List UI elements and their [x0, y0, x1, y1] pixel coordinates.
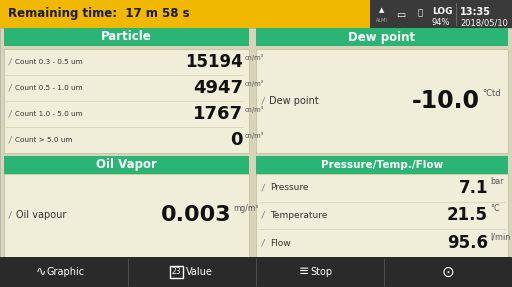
- Text: ▲: ▲: [379, 7, 385, 13]
- Text: 21.5: 21.5: [447, 206, 488, 224]
- Text: °C: °C: [490, 204, 500, 214]
- Text: cn/m³: cn/m³: [245, 106, 264, 113]
- Text: 4947: 4947: [193, 79, 243, 97]
- Text: /: /: [9, 135, 12, 144]
- Text: bar: bar: [490, 177, 503, 186]
- Text: Remaining time:  17 m 58 s: Remaining time: 17 m 58 s: [8, 7, 189, 20]
- Text: ⊙: ⊙: [442, 265, 454, 280]
- Text: Dew point: Dew point: [349, 30, 416, 44]
- Text: /: /: [262, 96, 265, 105]
- Text: cn/m³: cn/m³: [245, 132, 264, 139]
- Text: Pressure/Temp./Flow: Pressure/Temp./Flow: [321, 160, 443, 170]
- Text: Stop: Stop: [310, 267, 332, 277]
- Bar: [0, 28, 512, 257]
- Text: Oil vapour: Oil vapour: [16, 210, 67, 220]
- Text: ≡: ≡: [298, 265, 309, 278]
- Text: 23: 23: [172, 267, 181, 276]
- Bar: [4, 174, 249, 257]
- Text: Value: Value: [186, 267, 213, 277]
- Text: 1767: 1767: [193, 105, 243, 123]
- Text: 13:35: 13:35: [460, 7, 491, 17]
- Bar: [4, 49, 249, 153]
- Text: Oil Vapor: Oil Vapor: [96, 158, 157, 171]
- Text: ▭: ▭: [396, 10, 406, 20]
- Bar: [370, 0, 512, 28]
- Text: /: /: [9, 84, 12, 92]
- Bar: [170, 266, 183, 278]
- Text: Count > 5.0 um: Count > 5.0 um: [15, 137, 72, 143]
- Bar: [4, 28, 249, 46]
- Text: 2018/05/10: 2018/05/10: [460, 18, 508, 27]
- Text: /: /: [9, 109, 12, 118]
- Text: Particle: Particle: [101, 30, 152, 44]
- Text: /: /: [9, 211, 12, 220]
- Text: cn/m³: cn/m³: [245, 80, 264, 87]
- Text: LOG: LOG: [432, 7, 453, 16]
- Bar: [4, 156, 249, 174]
- Text: ALMI: ALMI: [376, 18, 388, 23]
- Text: /: /: [262, 238, 265, 248]
- Text: Pressure: Pressure: [270, 183, 309, 192]
- Bar: [256, 156, 508, 174]
- Text: Flow: Flow: [270, 238, 291, 248]
- Text: 95.6: 95.6: [447, 234, 488, 252]
- Text: 15194: 15194: [185, 53, 243, 71]
- Text: Count 0.3 - 0.5 um: Count 0.3 - 0.5 um: [15, 59, 82, 65]
- Bar: [256, 28, 508, 46]
- Text: 0: 0: [230, 131, 243, 149]
- Text: /: /: [262, 211, 265, 220]
- Text: -10.0: -10.0: [412, 89, 480, 113]
- Bar: [256, 174, 508, 257]
- Text: /: /: [9, 57, 12, 67]
- Bar: [0, 257, 512, 287]
- Text: Count 0.5 - 1.0 um: Count 0.5 - 1.0 um: [15, 85, 82, 91]
- Text: 📋: 📋: [417, 8, 422, 17]
- Bar: [256, 49, 508, 153]
- Text: l/min: l/min: [490, 232, 510, 241]
- Text: Dew point: Dew point: [269, 96, 319, 106]
- Bar: [0, 0, 512, 28]
- Text: cn/m³: cn/m³: [245, 54, 264, 61]
- Text: 7.1: 7.1: [459, 179, 488, 197]
- Text: Count 1.0 - 5.0 um: Count 1.0 - 5.0 um: [15, 111, 82, 117]
- Text: 94%: 94%: [432, 18, 451, 27]
- Text: mg/m³: mg/m³: [233, 204, 259, 214]
- Text: ∿: ∿: [35, 265, 46, 278]
- Text: Graphic: Graphic: [47, 267, 84, 277]
- Text: /: /: [262, 183, 265, 192]
- Text: 0.003: 0.003: [160, 205, 231, 225]
- Text: Temperature: Temperature: [270, 211, 327, 220]
- Text: °Ctd: °Ctd: [482, 89, 501, 98]
